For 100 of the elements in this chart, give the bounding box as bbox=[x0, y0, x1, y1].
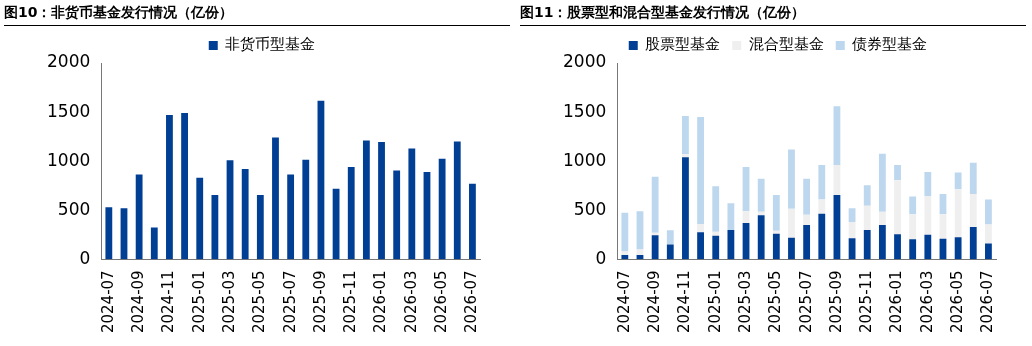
bar bbox=[712, 231, 720, 236]
bar bbox=[772, 195, 780, 231]
bar bbox=[666, 244, 674, 260]
legend-label: 混合型基金 bbox=[748, 35, 824, 54]
bar bbox=[894, 180, 901, 235]
bar bbox=[453, 141, 461, 260]
bar bbox=[954, 189, 962, 238]
x-tick-label: 2025-09 bbox=[310, 270, 329, 334]
legend-label: 债券型基金 bbox=[852, 35, 928, 54]
x-tick-label: 2025-05 bbox=[250, 270, 269, 334]
bar bbox=[621, 251, 629, 255]
bar bbox=[757, 211, 765, 216]
chart-title: 图10：非货币基金发行情况（亿份） bbox=[4, 0, 510, 26]
bar bbox=[651, 235, 659, 260]
bar bbox=[878, 211, 886, 225]
bar bbox=[909, 239, 917, 260]
x-tick-label: 2026-05 bbox=[948, 270, 967, 334]
bar bbox=[621, 254, 629, 260]
bar bbox=[105, 207, 113, 260]
bar bbox=[818, 165, 826, 200]
bar bbox=[969, 194, 977, 227]
x-tick-label: 2024-07 bbox=[614, 270, 633, 334]
bar bbox=[181, 113, 188, 260]
bar bbox=[924, 234, 932, 260]
bar bbox=[818, 213, 826, 260]
x-tick-label: 2026-07 bbox=[462, 270, 481, 334]
x-tick-label: 2026-07 bbox=[978, 270, 997, 334]
x-tick-label: 2025-09 bbox=[826, 270, 845, 334]
x-tick-label: 2025-11 bbox=[341, 270, 360, 334]
x-tick-label: 2026-01 bbox=[371, 270, 390, 334]
bar bbox=[878, 224, 886, 260]
bar bbox=[166, 115, 173, 260]
bar bbox=[757, 178, 765, 212]
bar bbox=[985, 224, 992, 244]
bar bbox=[712, 235, 720, 260]
bar bbox=[362, 140, 370, 260]
bar bbox=[682, 116, 689, 155]
bar bbox=[712, 186, 720, 232]
y-tick-label: 2000 bbox=[47, 51, 91, 72]
x-tick-label: 2026-03 bbox=[917, 270, 936, 334]
x-tick-label: 2024-09 bbox=[645, 270, 664, 334]
y-tick-label: 1500 bbox=[47, 100, 91, 121]
bar bbox=[772, 233, 780, 260]
bar bbox=[909, 214, 917, 240]
bar bbox=[924, 171, 932, 197]
bar bbox=[894, 234, 901, 260]
legend-label: 非货币型基金 bbox=[225, 35, 316, 54]
bar bbox=[727, 229, 735, 260]
bar bbox=[347, 167, 355, 260]
bar bbox=[135, 174, 143, 260]
bar bbox=[408, 148, 416, 260]
bar bbox=[969, 226, 977, 260]
bar bbox=[727, 203, 735, 230]
bar bbox=[757, 215, 765, 260]
bar bbox=[878, 153, 886, 212]
y-tick-label: 1000 bbox=[563, 149, 607, 170]
bar bbox=[666, 230, 674, 245]
bar bbox=[818, 199, 826, 214]
bar bbox=[954, 237, 962, 260]
bar bbox=[788, 237, 795, 260]
x-tick-label: 2024-07 bbox=[98, 270, 117, 334]
bar bbox=[636, 211, 644, 250]
bar bbox=[909, 196, 917, 215]
x-tick-label: 2024-11 bbox=[675, 270, 694, 334]
bar bbox=[469, 183, 476, 260]
y-tick-label: 500 bbox=[57, 198, 91, 219]
bar bbox=[788, 149, 795, 209]
bar bbox=[863, 185, 871, 206]
bar bbox=[803, 178, 811, 215]
x-tick-label: 2024-11 bbox=[159, 270, 178, 334]
x-tick-label: 2025-11 bbox=[857, 270, 876, 334]
x-tick-label: 2026-05 bbox=[432, 270, 451, 334]
bar bbox=[697, 232, 704, 260]
bar bbox=[985, 199, 992, 225]
x-tick-label: 2025-03 bbox=[219, 270, 238, 334]
bar bbox=[803, 224, 811, 260]
x-tick-label: 2025-07 bbox=[280, 270, 299, 334]
bar bbox=[438, 158, 446, 260]
bar bbox=[772, 230, 780, 234]
bar bbox=[939, 214, 947, 239]
bar bbox=[651, 176, 659, 233]
bar bbox=[697, 116, 704, 224]
bar bbox=[196, 177, 204, 260]
bar bbox=[256, 195, 264, 260]
y-tick-label: 1000 bbox=[47, 149, 91, 170]
bar bbox=[742, 211, 750, 224]
bar bbox=[863, 229, 871, 260]
y-tick-label: 500 bbox=[573, 198, 607, 219]
x-tick-label: 2026-03 bbox=[401, 270, 420, 334]
x-tick-label: 2026-01 bbox=[887, 270, 906, 334]
bar bbox=[621, 212, 629, 252]
x-tick-label: 2024-09 bbox=[129, 270, 148, 334]
chart-title: 图11：股票型和混合型基金发行情况（亿份） bbox=[520, 0, 1026, 26]
bar bbox=[302, 159, 310, 260]
bar bbox=[863, 205, 871, 230]
bar bbox=[211, 195, 219, 260]
bar bbox=[803, 214, 811, 225]
x-tick-label: 2025-01 bbox=[189, 270, 208, 334]
bar bbox=[954, 172, 962, 190]
bar bbox=[788, 208, 795, 238]
